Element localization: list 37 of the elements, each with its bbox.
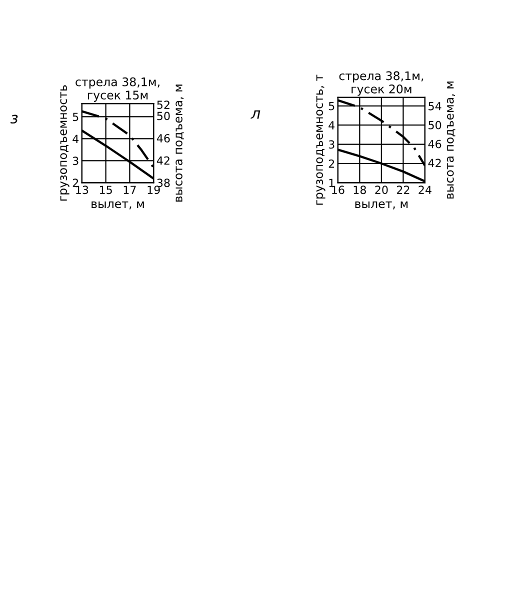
y-axis-title: грузоподъемность (60, 85, 70, 201)
y2-tick-label: 42 (156, 156, 170, 165)
y2-tick-label: 46 (156, 134, 170, 142)
y-tick-label: 4 (72, 134, 79, 143)
y2-tick-label: 46 (428, 140, 442, 148)
y2-tick-label: 42 (428, 158, 441, 168)
y-axis-title: грузоподъемность, т (316, 74, 326, 205)
y2-tick-label: 38 (157, 178, 170, 188)
y-tick-label: 5 (72, 112, 78, 122)
y-tick-label: 2 (72, 178, 78, 187)
x-axis-title: вылет, м (92, 201, 144, 210)
y2-axis-title: высота подъема, м (447, 82, 456, 199)
x-tick-label: 16 (332, 186, 344, 194)
y2-tick-label: 52 (157, 100, 170, 110)
x-axis-title: вылет, м (355, 201, 408, 210)
x-tick-label: 24 (418, 186, 432, 194)
y2-tick-label: 54 (428, 102, 442, 110)
x-tick-label: 13 (76, 186, 88, 194)
x-tick-label: 19 (148, 186, 160, 194)
chart-title: стрела 38,1м, гусек 15м (76, 77, 160, 102)
y-tick-label: 2 (328, 159, 334, 168)
y2-tick-label: 50 (428, 120, 442, 130)
text: з (10, 114, 18, 124)
text: л (250, 110, 260, 119)
y-tick-label: 3 (72, 156, 78, 166)
x-tick-label: 20 (375, 186, 388, 194)
x-tick-label: 15 (100, 186, 112, 194)
x-tick-label: 17 (124, 186, 136, 194)
x-tick-label: 18 (354, 186, 366, 194)
y-tick-label: 5 (328, 102, 334, 110)
y-tick-label: 1 (329, 178, 334, 187)
y2-axis-title: высота подъема, м (176, 84, 184, 202)
y-tick-label: 3 (328, 140, 334, 149)
x-tick-label: 22 (396, 186, 410, 194)
chart-title: стрела 38,1м, гусек 20м (339, 71, 424, 96)
y2-tick-label: 50 (157, 112, 170, 120)
y-tick-label: 4 (328, 121, 335, 130)
